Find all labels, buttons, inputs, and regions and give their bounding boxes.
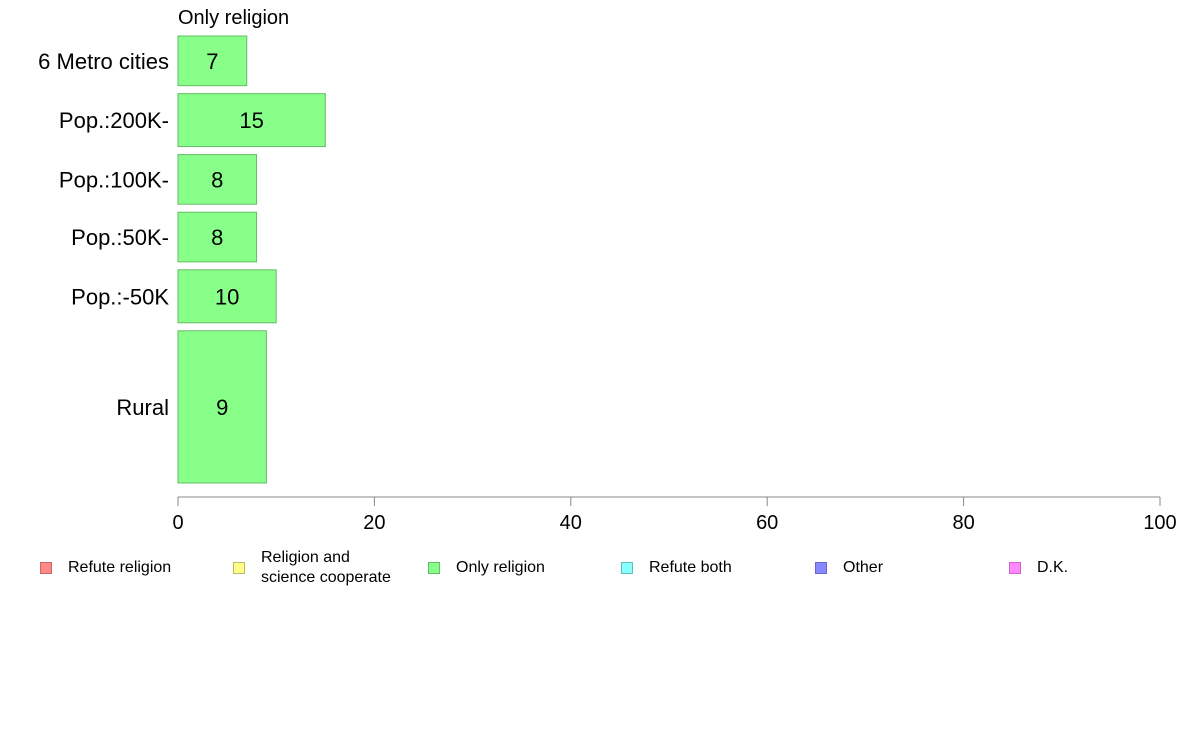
legend-item: Refute religion [40, 548, 171, 588]
legend-label: Other [843, 559, 884, 576]
category-label: Rural [116, 395, 169, 420]
legend-label: Refute both [649, 559, 732, 576]
bar [177, 211, 258, 263]
category-label: 6 Metro cities [38, 49, 169, 74]
legend-label: D.K. [1037, 559, 1069, 576]
legend-swatch [233, 562, 245, 574]
legend-item: Other [815, 548, 883, 588]
bar-value-label: 8 [211, 167, 223, 192]
bar [177, 35, 248, 87]
x-tick-label: 0 [172, 512, 183, 534]
category-label: Pop.:-50K [71, 284, 169, 309]
legend-item: D.K. [1009, 548, 1068, 588]
category-label: Pop.:100K- [59, 167, 169, 192]
legend-swatch [621, 562, 633, 574]
bar [177, 269, 277, 324]
category-label: Pop.:50K- [71, 225, 169, 250]
legend-swatch [1009, 562, 1021, 574]
bar-value-label: 10 [215, 284, 239, 309]
legend-swatch [428, 562, 440, 574]
legend-swatch [815, 562, 827, 574]
bar-value-label: 9 [216, 395, 228, 420]
bar [177, 330, 267, 484]
bar-chart: Only religion 7 6 Metro cities 15 Pop.:200K… [38, 7, 1177, 534]
legend-label: Religion and science cooperate [261, 549, 391, 586]
bar [177, 154, 258, 205]
bar-value-label: 15 [239, 108, 263, 133]
bar-value-label: 7 [206, 49, 218, 74]
legend-item: Religion and science cooperate [233, 548, 391, 588]
legend-item: Refute both [621, 548, 732, 588]
legend: Refute religion Religion and science coop… [0, 548, 1188, 592]
bar [177, 93, 326, 148]
chart-title: Only religion [178, 7, 289, 29]
legend-label: Only religion [456, 559, 545, 576]
x-tick-label: 100 [1143, 512, 1176, 534]
legend-item: Only religion [428, 548, 545, 588]
legend-label: Refute religion [68, 559, 172, 576]
x-tick-label: 80 [952, 512, 974, 534]
x-tick-label: 20 [363, 512, 385, 534]
bar-value-label: 8 [211, 225, 223, 250]
legend-swatch [40, 562, 52, 574]
category-label: Pop.:200K- [59, 108, 169, 133]
x-tick-label: 40 [560, 512, 582, 534]
x-tick-label: 60 [756, 512, 778, 534]
